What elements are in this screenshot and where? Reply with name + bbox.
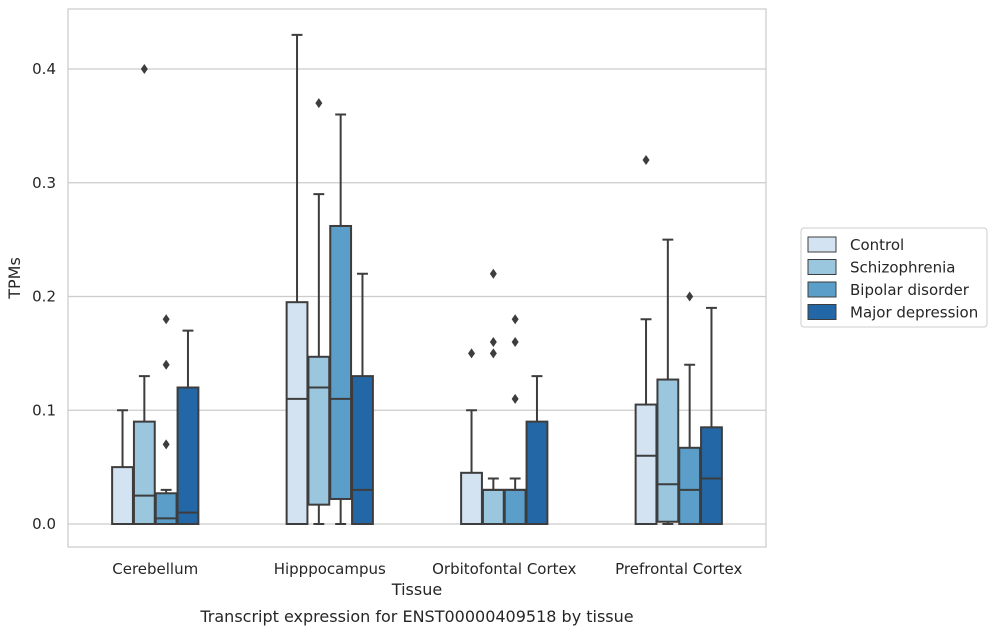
outlier-point <box>162 439 170 450</box>
box-body <box>700 426 723 525</box>
box-body <box>285 301 309 525</box>
box-major-depression <box>351 272 374 525</box>
legend-label: Bipolar disorder <box>850 281 970 299</box>
y-tick-label: 0.2 <box>32 288 56 306</box>
box-body <box>481 488 505 525</box>
plot-area-frame <box>67 8 767 548</box>
outlier-point <box>140 64 148 74</box>
outlier-point <box>511 393 519 404</box>
outlier-point <box>489 268 497 279</box>
outlier-point <box>511 337 519 347</box>
x-tick-label: Orbitofontal Cortex <box>432 560 576 578</box>
box-schizophrenia <box>132 64 156 525</box>
y-tick-label: 0.0 <box>32 515 56 533</box>
box-bipolar-disorder <box>678 291 702 526</box>
outlier-point <box>162 359 170 370</box>
outlier-point <box>315 98 323 109</box>
legend-label: Control <box>850 236 904 254</box>
box-major-depression <box>176 329 200 525</box>
outlier-point <box>642 155 650 165</box>
box-bipolar-disorder <box>503 314 527 525</box>
chart-title: Transcript expression for ENST0000040951… <box>199 607 633 626</box>
box-series-layer <box>111 33 723 526</box>
x-axis-label: Tissue <box>391 580 442 599</box>
box-bipolar-disorder <box>154 314 178 526</box>
box-control <box>634 155 658 525</box>
box-body <box>460 471 483 525</box>
outlier-point <box>468 348 476 359</box>
box-schizophrenia <box>307 98 331 525</box>
y-tick-label: 0.4 <box>32 60 56 78</box>
legend-label: Major depression <box>850 304 978 322</box>
legend-frame <box>800 227 988 328</box>
box-body <box>132 420 156 525</box>
box-body <box>176 386 200 525</box>
legend-swatch <box>807 259 837 275</box>
outlier-point <box>162 314 170 325</box>
box-body <box>351 375 374 525</box>
legend-swatch <box>807 236 837 253</box>
box-control <box>111 409 134 525</box>
box-body <box>678 446 702 526</box>
outlier-point <box>511 314 519 325</box>
box-body <box>525 420 549 525</box>
legend-label: Schizophrenia <box>850 259 955 277</box>
outlier-point <box>489 337 497 347</box>
legend: Control Schizophrenia Bipolar disorder Majo… <box>800 227 988 328</box>
y-axis-ticks: 0.0 0.1 0.2 0.3 0.4 <box>32 60 56 533</box>
box-body <box>111 466 134 525</box>
box-bipolar-disorder <box>329 113 353 525</box>
x-axis-ticks: Cerebellum Hipppocampus Orbitofontal Corte… <box>112 560 742 578</box>
box-body <box>656 378 680 523</box>
box-control <box>460 348 483 525</box>
outlier-point <box>686 291 694 302</box>
box-schizophrenia <box>656 238 680 525</box>
x-tick-label: Hipppocampus <box>274 560 386 578</box>
x-tick-label: Prefrontal Cortex <box>615 560 742 578</box>
legend-swatch <box>807 281 837 298</box>
box-major-depression <box>525 375 549 525</box>
box-body <box>503 488 527 525</box>
box-schizophrenia <box>481 268 505 525</box>
y-tick-label: 0.3 <box>32 174 56 192</box>
outlier-point <box>489 348 497 359</box>
box-body <box>634 403 658 525</box>
y-axis-label: TPMs <box>5 257 24 300</box>
box-body <box>329 224 353 500</box>
box-body <box>154 492 178 526</box>
box-body <box>307 355 331 506</box>
y-tick-label: 0.1 <box>32 401 56 419</box>
legend-swatch <box>807 304 837 320</box>
x-tick-label: Cerebellum <box>112 560 198 578</box>
box-control <box>285 33 309 525</box>
box-major-depression <box>700 306 723 525</box>
